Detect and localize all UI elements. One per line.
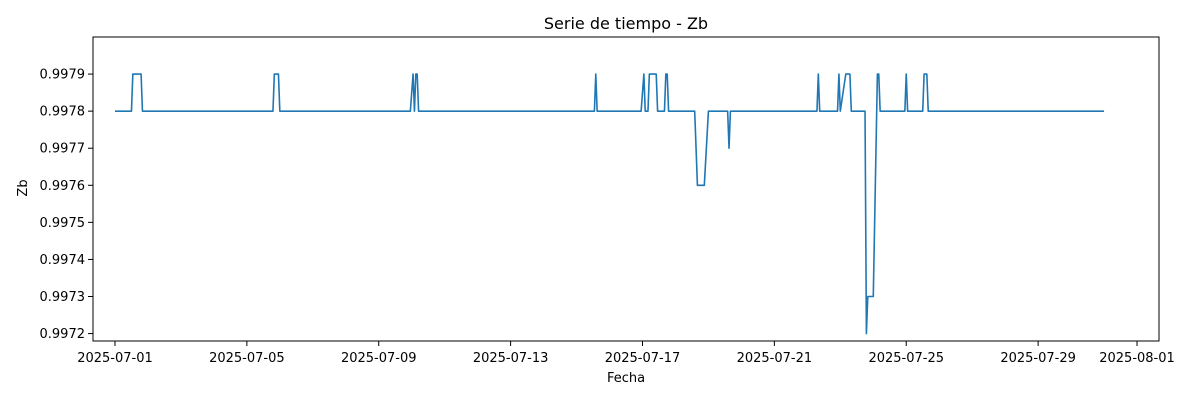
x-tick-label: 2025-07-09 <box>341 351 417 366</box>
y-axis-label: Zb <box>16 179 31 196</box>
x-tick-label: 2025-07-17 <box>605 351 681 366</box>
x-axis-label: Fecha <box>607 371 645 386</box>
x-tick-label: 2025-08-01 <box>1099 351 1175 366</box>
x-tick-label: 2025-07-05 <box>209 351 285 366</box>
y-tick-label: 0.9975 <box>40 216 86 231</box>
y-tick-label: 0.9976 <box>40 179 86 194</box>
x-axis: 2025-07-01 2025-07-05 2025-07-09 2025-07-13… <box>77 341 1175 366</box>
series-line-0 <box>114 73 1105 335</box>
y-tick-label: 0.9978 <box>40 105 86 120</box>
y-tick-label: 0.9974 <box>40 253 86 268</box>
y-axis: 0.9972 0.9973 0.9974 0.9975 0.9976 0.9977 0.99… <box>40 68 93 342</box>
chart-title: Serie de tiempo - Zb <box>544 14 708 33</box>
y-tick-label: 0.9977 <box>40 142 86 157</box>
y-tick-label: 0.9972 <box>40 327 86 342</box>
x-tick-label: 2025-07-01 <box>77 351 153 366</box>
x-tick-label: 2025-07-21 <box>737 351 813 366</box>
plot-area <box>92 36 1160 342</box>
x-tick-label: 2025-07-29 <box>1000 351 1076 366</box>
x-tick-label: 2025-07-25 <box>868 351 944 366</box>
x-tick-label: 2025-07-13 <box>473 351 549 366</box>
plot-frame <box>92 36 1160 342</box>
y-tick-label: 0.9973 <box>40 290 86 305</box>
y-tick-label: 0.9979 <box>40 68 86 83</box>
